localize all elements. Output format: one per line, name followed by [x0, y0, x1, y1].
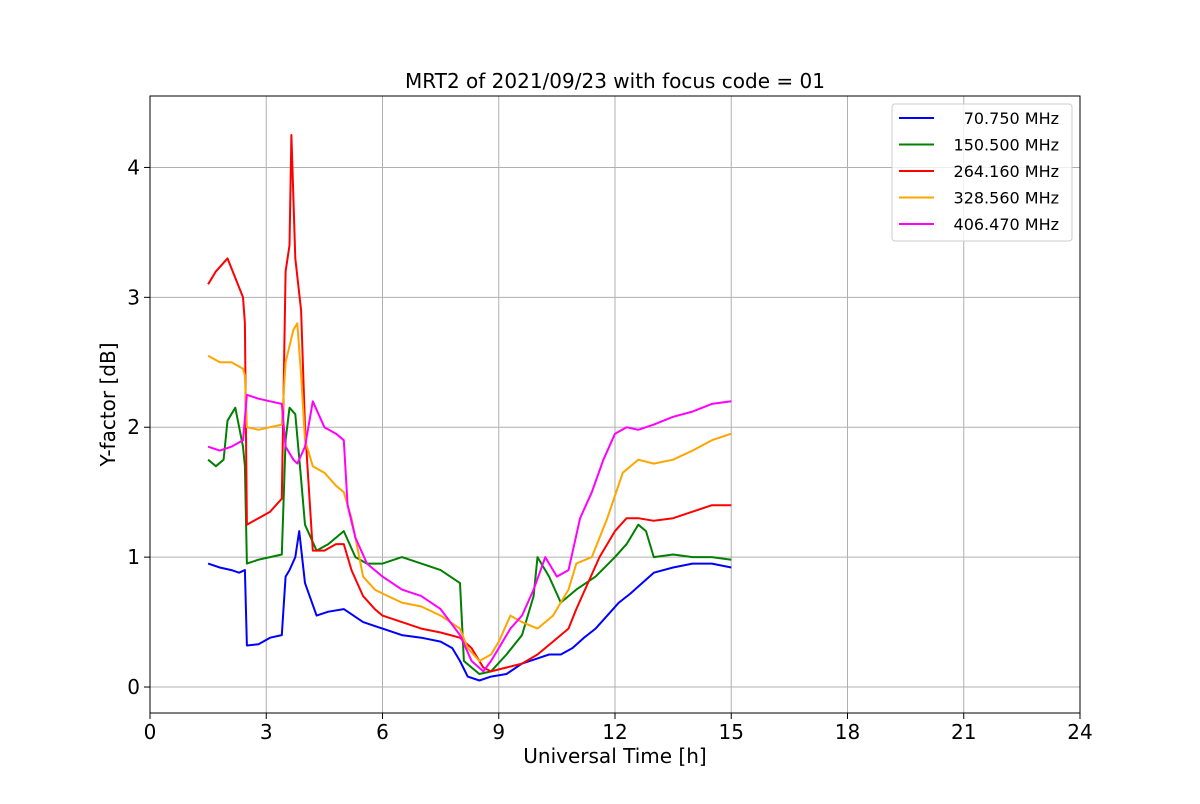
y-tick-label: 3 [127, 285, 140, 309]
chart-title: MRT2 of 2021/09/23 with focus code = 01 [405, 69, 825, 93]
x-tick-label: 3 [260, 720, 273, 744]
series-line-3 [207, 134, 732, 673]
x-tick-label: 9 [492, 720, 505, 744]
y-axis-label: Y-factor [dB] [96, 342, 120, 467]
legend-label: 150.500 MHz [954, 136, 1059, 155]
x-tick-label: 0 [144, 720, 157, 744]
series-line-4 [207, 322, 732, 662]
x-tick-label: 6 [376, 720, 389, 744]
x-tick-label: 15 [719, 720, 744, 744]
series-line-2 [207, 406, 732, 675]
x-tick-label: 18 [835, 720, 860, 744]
x-tick-label: 24 [1067, 720, 1092, 744]
y-tick-label: 4 [127, 155, 140, 179]
legend: 70.750 MHz 150.500 MHz 264.160 MHz 328.560 … [891, 103, 1073, 242]
x-tick-label: 12 [602, 720, 627, 744]
legend-label: 328.560 MHz [954, 189, 1059, 208]
legend-label: 264.160 MHz [954, 162, 1059, 181]
series-layer [207, 134, 732, 682]
y-tick-label: 1 [127, 545, 140, 569]
series-line-5 [207, 393, 732, 673]
legend-label: 406.470 MHz [954, 215, 1059, 234]
x-axis-label: Universal Time [h] [523, 744, 706, 768]
x-tick-label: 21 [951, 720, 976, 744]
legend-box [891, 103, 1073, 242]
legend-label: 70.750 MHz [964, 109, 1059, 128]
y-tick-label: 2 [127, 415, 140, 439]
series-line-1 [207, 530, 732, 682]
y-tick-label: 0 [127, 675, 140, 699]
